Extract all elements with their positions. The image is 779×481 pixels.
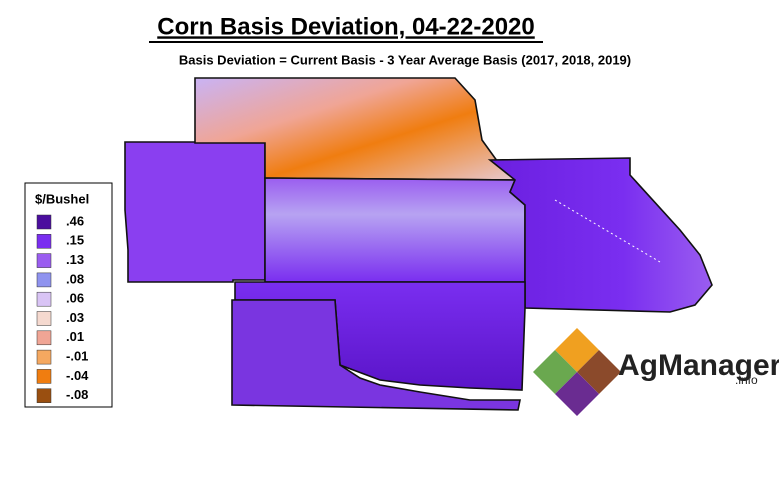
missouri bbox=[487, 157, 713, 313]
legend-label: .08 bbox=[66, 271, 84, 286]
legend-swatch bbox=[36, 291, 52, 307]
legend-label: .15 bbox=[66, 233, 84, 248]
legend-swatch bbox=[36, 234, 52, 249]
legend-label: .03 bbox=[66, 310, 84, 325]
map bbox=[124, 77, 713, 411]
legend-swatch bbox=[36, 272, 52, 288]
legend: $/Bushel .46 .15 .13 .08 .06 .03 .01 -.01 -.04 -.… bbox=[24, 182, 113, 408]
kansas bbox=[264, 177, 526, 283]
legend-swatch bbox=[36, 253, 52, 268]
legend-label: -.04 bbox=[66, 368, 89, 383]
legend-swatch bbox=[36, 214, 52, 230]
logo: AgManager .info bbox=[533, 328, 779, 416]
texas-panhandle bbox=[231, 299, 521, 411]
colorado bbox=[124, 141, 266, 283]
legend-swatch bbox=[36, 349, 52, 365]
legend-items: .46 .15 .13 .08 .06 .03 .01 -.01 -.04 -.08 bbox=[36, 213, 89, 403]
logo-tile bbox=[555, 372, 599, 416]
legend-label: -.01 bbox=[66, 349, 88, 364]
subtitle: Basis Deviation = Current Basis - 3 Year… bbox=[179, 52, 631, 67]
legend-swatch bbox=[36, 388, 52, 403]
logo-name: AgManager bbox=[618, 349, 779, 382]
legend-label: .06 bbox=[66, 291, 84, 306]
legend-swatch bbox=[36, 330, 52, 346]
legend-swatch bbox=[36, 311, 52, 326]
legend-label: -.08 bbox=[66, 387, 88, 402]
title: Corn Basis Deviation, 04-22-2020 bbox=[157, 13, 535, 40]
route-line bbox=[554, 199, 661, 263]
legend-swatch bbox=[36, 369, 52, 384]
legend-title: $/Bushel bbox=[35, 191, 89, 206]
legend-label: .01 bbox=[66, 329, 84, 344]
legend-label: .46 bbox=[66, 213, 84, 228]
logo-suffix: .info bbox=[735, 373, 758, 387]
legend-label: .13 bbox=[66, 252, 84, 267]
